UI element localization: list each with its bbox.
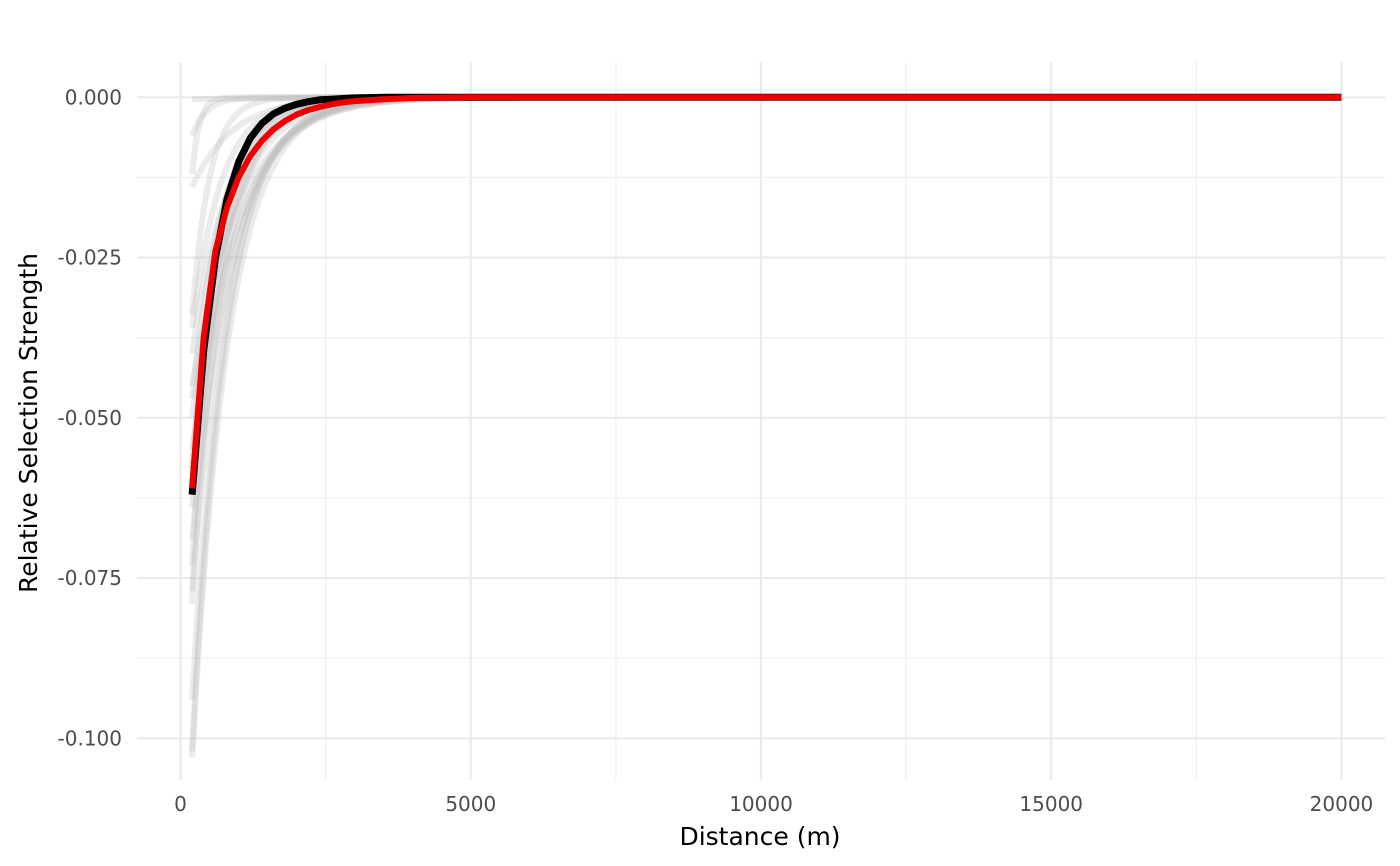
background-series-line bbox=[189, 94, 1342, 399]
background-series-line bbox=[189, 94, 1342, 566]
background-series-line bbox=[189, 94, 1342, 316]
x-tick-label: 10000 bbox=[729, 792, 793, 816]
background-series-line bbox=[189, 94, 1342, 189]
background-series-line bbox=[189, 94, 1342, 355]
y-tick-label: -0.075 bbox=[58, 566, 122, 590]
y-tick-label: -0.050 bbox=[58, 406, 122, 430]
background-series-line bbox=[189, 94, 1342, 592]
background-series-line bbox=[189, 94, 1342, 329]
background-series-line bbox=[189, 94, 1342, 508]
series-line-0 bbox=[188, 93, 1342, 495]
x-tick-label: 15000 bbox=[1019, 792, 1083, 816]
background-series-line bbox=[189, 94, 1342, 451]
main-lines bbox=[188, 93, 1342, 495]
x-tick-labels: 0 5000 10000 15000 20000 bbox=[174, 792, 1373, 816]
background-series-line bbox=[189, 94, 1342, 701]
y-tick-label: -0.025 bbox=[58, 246, 122, 270]
y-tick-label: -0.100 bbox=[58, 726, 122, 750]
x-axis-label: Distance (m) bbox=[679, 822, 840, 851]
background-series-line bbox=[189, 94, 1342, 483]
y-tick-labels: 0.000 -0.025 -0.050 -0.075 -0.100 bbox=[58, 85, 122, 750]
x-tick-label: 0 bbox=[174, 792, 187, 816]
x-tick-label: 5000 bbox=[445, 792, 496, 816]
y-axis-label: Relative Selection Strength bbox=[14, 253, 43, 593]
background-series-line bbox=[189, 94, 1342, 470]
series-line-1 bbox=[189, 94, 1342, 489]
y-tick-label: 0.000 bbox=[65, 85, 122, 109]
background-series-line bbox=[189, 94, 1342, 604]
background-series-line bbox=[189, 94, 1342, 387]
background-series-line bbox=[189, 94, 1342, 175]
major-gridlines bbox=[137, 62, 1385, 780]
background-series-line bbox=[189, 94, 1342, 540]
x-tick-label: 20000 bbox=[1310, 792, 1374, 816]
background-series-line bbox=[189, 94, 1342, 752]
